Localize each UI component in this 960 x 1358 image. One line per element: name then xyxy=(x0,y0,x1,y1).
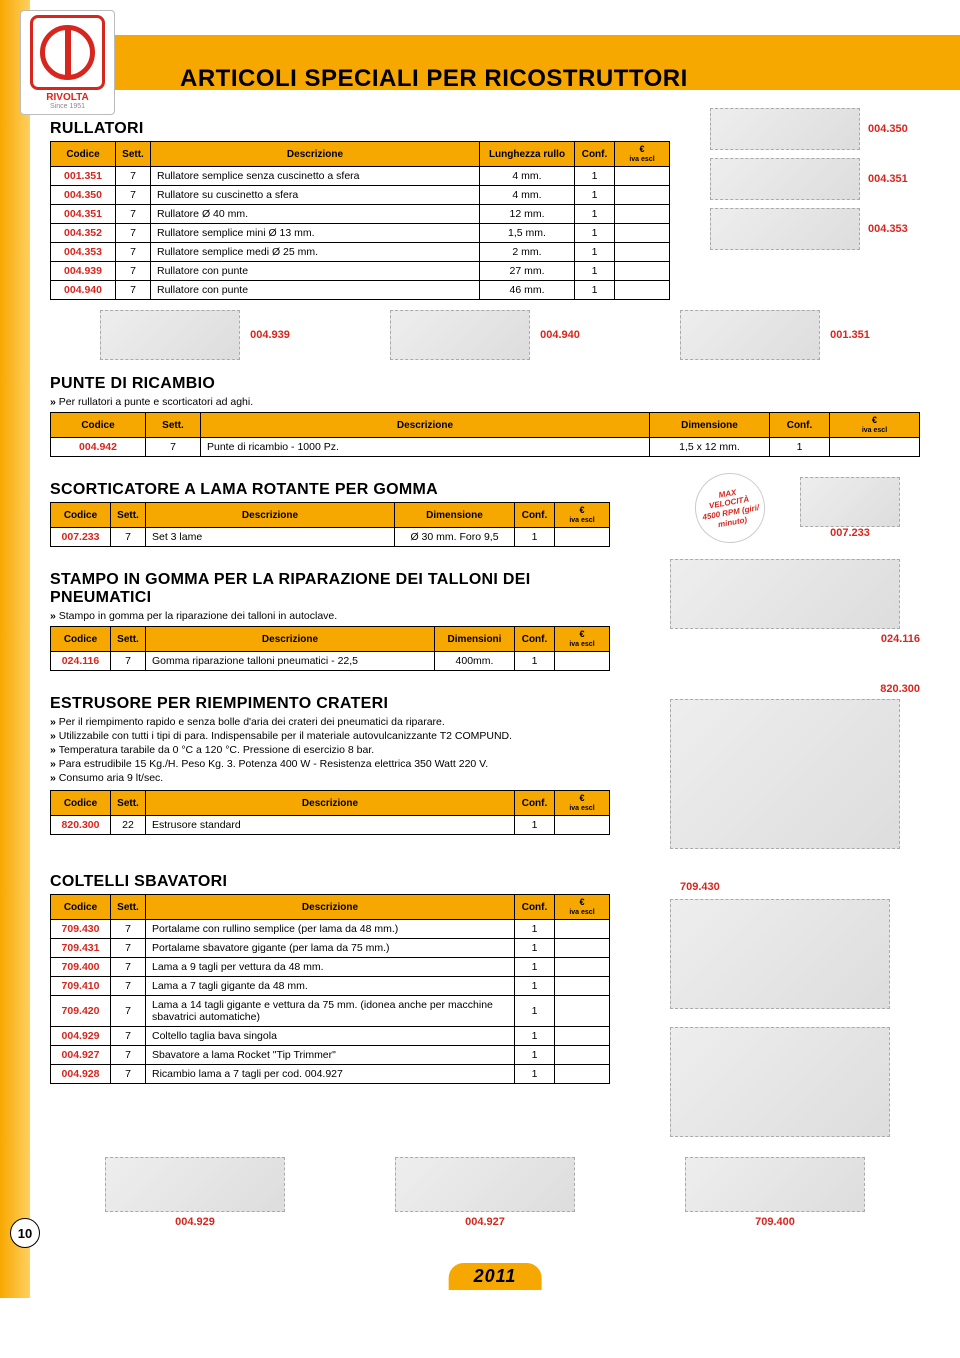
product-image xyxy=(710,208,860,250)
product-image xyxy=(100,310,240,360)
product-code-label: 004.940 xyxy=(540,329,580,341)
page-number: 10 xyxy=(10,1218,40,1248)
punte-title: PUNTE DI RICAMBIO xyxy=(50,375,920,393)
estrusore-title: ESTRUSORE PER RIEMPIMENTO CRATERI xyxy=(50,695,655,713)
product-image xyxy=(395,1157,575,1212)
estrusore-table: Codice Sett. Descrizione Conf. €iva escl… xyxy=(50,790,610,835)
product-code-label: 004.939 xyxy=(250,329,290,341)
rullatori-side-images: 004.350 004.351 004.353 xyxy=(710,108,920,258)
footer-year: 2011 xyxy=(449,1263,542,1290)
punte-table: Codice Sett. Descrizione Dimensione Conf… xyxy=(50,412,920,457)
stampo-title: STAMPO IN GOMMA PER LA RIPARAZIONE DEI T… xyxy=(50,571,610,607)
table-row: 709.4207Lama a 14 tagli gigante e vettur… xyxy=(51,996,610,1027)
bullet-item: Temperatura tarabile da 0 °C a 120 °C. P… xyxy=(50,744,655,756)
scorticatore-title: SCORTICATORE A LAMA ROTANTE PER GOMMA xyxy=(50,481,680,499)
bullet-item: Consumo aria 9 lt/sec. xyxy=(50,772,655,784)
coltelli-image-1 xyxy=(670,899,890,1009)
product-code-label: 001.351 xyxy=(830,329,870,341)
logo-brand: RIVOLTA xyxy=(46,92,88,103)
table-row: 004.9287Ricambio lama a 7 tagli per cod.… xyxy=(51,1065,610,1084)
table-row: 709.4307Portalame con rullino semplice (… xyxy=(51,920,610,939)
table-row: 007.2337Set 3 lameØ 30 mm. Foro 9,51 xyxy=(51,528,610,547)
table-row: 709.4107Lama a 7 tagli gigante da 48 mm.… xyxy=(51,977,610,996)
rullatori-title: RULLATORI xyxy=(50,120,695,138)
product-code-label: 004.351 xyxy=(868,173,908,185)
table-row: 004.3527Rullatore semplice mini Ø 13 mm.… xyxy=(51,224,670,243)
speed-badge: MAX VELOCITÀ 4500 RPM (giri/ minuto) xyxy=(689,467,770,548)
catalog-page: RIVOLTA Since 1951 ARTICOLI SPECIALI PER… xyxy=(0,0,960,1298)
product-image xyxy=(105,1157,285,1212)
table-row: 004.3517Rullatore Ø 40 mm.12 mm.1 xyxy=(51,205,670,224)
table-row: 004.3537Rullatore semplice medi Ø 25 mm.… xyxy=(51,243,670,262)
table-row: 004.9297Coltello taglia bava singola1 xyxy=(51,1027,610,1046)
table-row: 004.3507Rullatore su cuscinetto a sfera4… xyxy=(51,186,670,205)
product-image xyxy=(680,310,820,360)
coltelli-title: COLTELLI SBAVATORI xyxy=(50,873,655,891)
bullet-item: Per il riempimento rapido e senza bolle … xyxy=(50,716,655,728)
estrusore-image xyxy=(670,699,900,849)
rullatori-table: Codice Sett. Descrizione Lunghezza rullo… xyxy=(50,141,670,300)
product-image xyxy=(710,158,860,200)
table-row: 004.9427Punte di ricambio - 1000 Pz.1,5 … xyxy=(51,438,920,457)
scorticatore-image xyxy=(800,477,900,527)
stampo-table: Codice Sett. Descrizione Dimensioni Conf… xyxy=(50,626,610,671)
product-image xyxy=(685,1157,865,1212)
punte-sub: Per rullatori a punte e scorticatori ad … xyxy=(50,396,920,408)
page-title: ARTICOLI SPECIALI PER RICOSTRUTTORI xyxy=(180,65,920,93)
rullatori-bottom-images: 004.939 004.940 001.351 xyxy=(50,310,920,360)
coltelli-bottom-images: 004.929 004.927 709.400 xyxy=(50,1157,920,1228)
table-row: 001.3517Rullatore semplice senza cuscine… xyxy=(51,167,670,186)
coltelli-image-2 xyxy=(670,1027,890,1137)
scorticatore-table: Codice Sett. Descrizione Dimensione Conf… xyxy=(50,502,610,547)
table-row: 709.4317Portalame sbavatore gigante (per… xyxy=(51,939,610,958)
bullet-item: Para estrudibile 15 Kg./H. Peso Kg. 3. P… xyxy=(50,758,655,770)
table-row: 709.4007Lama a 9 tagli per vettura da 48… xyxy=(51,958,610,977)
brand-logo: RIVOLTA Since 1951 xyxy=(20,10,115,115)
coltelli-table: Codice Sett. Descrizione Conf. €iva escl… xyxy=(50,894,610,1084)
sidebar-gradient xyxy=(0,0,30,1298)
product-code-label: 004.353 xyxy=(868,223,908,235)
stampo-image xyxy=(670,559,900,629)
stampo-sub: Stampo in gomma per la riparazione dei t… xyxy=(50,610,655,622)
logo-since: Since 1951 xyxy=(50,103,85,110)
product-code-label: 004.929 xyxy=(105,1216,285,1228)
product-image xyxy=(710,108,860,150)
bullet-item: Utilizzabile con tutti i tipi di para. I… xyxy=(50,730,655,742)
table-row: 820.30022Estrusore standard1 xyxy=(51,816,610,835)
table-row: 004.9397Rullatore con punte27 mm.1 xyxy=(51,262,670,281)
product-image xyxy=(390,310,530,360)
product-code-label: 709.400 xyxy=(685,1216,865,1228)
table-row: 004.9277Sbavatore a lama Rocket "Tip Tri… xyxy=(51,1046,610,1065)
table-row: 004.9407Rullatore con punte46 mm.1 xyxy=(51,281,670,300)
table-row: 024.1167Gomma riparazione talloni pneuma… xyxy=(51,652,610,671)
product-code-label: 004.927 xyxy=(395,1216,575,1228)
product-code-label: 004.350 xyxy=(868,123,908,135)
